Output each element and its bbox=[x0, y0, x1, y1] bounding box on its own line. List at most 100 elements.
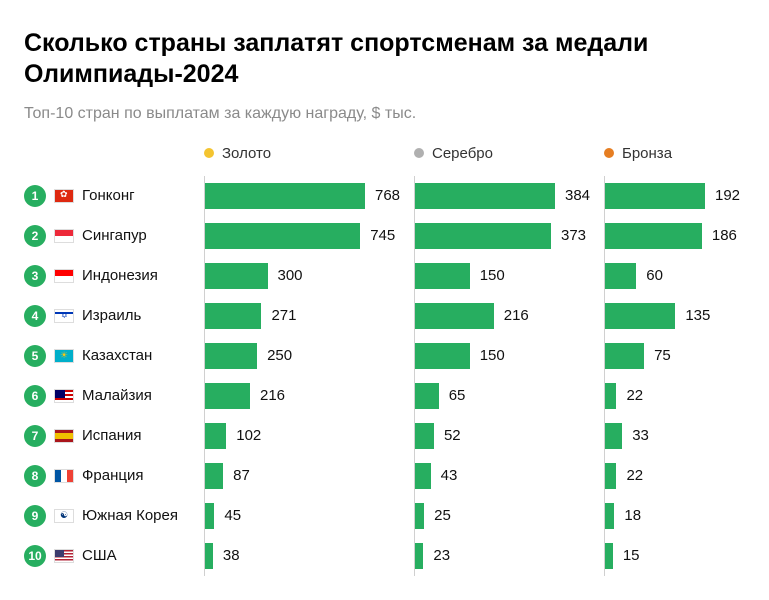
flag-icon bbox=[54, 509, 74, 523]
gold-bar bbox=[205, 183, 365, 209]
gold-bar-cell: 38 bbox=[204, 536, 404, 576]
flag-icon bbox=[54, 429, 74, 443]
bronze-value: 22 bbox=[626, 387, 643, 404]
gold-dot-icon bbox=[204, 148, 214, 158]
silver-bar-cell: 23 bbox=[414, 536, 594, 576]
gold-value: 768 bbox=[375, 187, 400, 204]
country-cell: 3Индонезия bbox=[24, 265, 194, 287]
legend-silver: Серебро bbox=[414, 145, 594, 162]
country-name: Гонконг bbox=[82, 187, 135, 204]
bronze-bar-cell: 33 bbox=[604, 416, 744, 456]
rank-badge: 5 bbox=[24, 345, 46, 367]
country-name: США bbox=[82, 547, 117, 564]
gold-bar-cell: 102 bbox=[204, 416, 404, 456]
bronze-bar-cell: 192 bbox=[604, 176, 744, 216]
flag-icon bbox=[54, 269, 74, 283]
silver-value: 52 bbox=[444, 427, 461, 444]
rank-badge: 2 bbox=[24, 225, 46, 247]
legend: Золото Серебро Бронза bbox=[24, 145, 745, 162]
flag-icon bbox=[54, 189, 74, 203]
legend-bronze: Бронза bbox=[604, 145, 744, 162]
bronze-bar-cell: 135 bbox=[604, 296, 744, 336]
gold-bar-cell: 87 bbox=[204, 456, 404, 496]
silver-bar-cell: 43 bbox=[414, 456, 594, 496]
country-cell: 5Казахстан bbox=[24, 345, 194, 367]
silver-bar-cell: 216 bbox=[414, 296, 594, 336]
silver-value: 25 bbox=[434, 507, 451, 524]
silver-bar bbox=[415, 223, 551, 249]
bronze-bar bbox=[605, 343, 644, 369]
gold-bar-cell: 768 bbox=[204, 176, 404, 216]
gold-value: 87 bbox=[233, 467, 250, 484]
country-cell: 1Гонконг bbox=[24, 185, 194, 207]
country-cell: 8Франция bbox=[24, 465, 194, 487]
legend-bronze-label: Бронза bbox=[622, 145, 672, 162]
silver-value: 373 bbox=[561, 227, 586, 244]
silver-bar-cell: 52 bbox=[414, 416, 594, 456]
gold-bar bbox=[205, 223, 360, 249]
bronze-bar-cell: 15 bbox=[604, 536, 744, 576]
bronze-bar-cell: 22 bbox=[604, 456, 744, 496]
bronze-bar-cell: 22 bbox=[604, 376, 744, 416]
rank-badge: 9 bbox=[24, 505, 46, 527]
bronze-value: 33 bbox=[632, 427, 649, 444]
gold-bar-cell: 745 bbox=[204, 216, 404, 256]
country-cell: 7Испания bbox=[24, 425, 194, 447]
flag-icon bbox=[54, 469, 74, 483]
bronze-value: 75 bbox=[654, 347, 671, 364]
silver-value: 384 bbox=[565, 187, 590, 204]
bronze-bar bbox=[605, 183, 705, 209]
gold-value: 300 bbox=[278, 267, 303, 284]
country-name: Франция bbox=[82, 467, 143, 484]
country-name: Малайзия bbox=[82, 387, 152, 404]
bronze-bar bbox=[605, 383, 616, 409]
gold-bar bbox=[205, 503, 214, 529]
bronze-value: 15 bbox=[623, 547, 640, 564]
rank-badge: 3 bbox=[24, 265, 46, 287]
silver-bar-cell: 373 bbox=[414, 216, 594, 256]
country-cell: 4Израиль bbox=[24, 305, 194, 327]
gold-value: 102 bbox=[236, 427, 261, 444]
country-name: Израиль bbox=[82, 307, 141, 324]
table-row: 6Малайзия2166522 bbox=[24, 376, 745, 416]
silver-bar bbox=[415, 183, 555, 209]
gold-value: 745 bbox=[370, 227, 395, 244]
flag-icon bbox=[54, 389, 74, 403]
bronze-value: 135 bbox=[685, 307, 710, 324]
silver-bar bbox=[415, 543, 423, 569]
flag-icon bbox=[54, 549, 74, 563]
silver-bar-cell: 150 bbox=[414, 256, 594, 296]
gold-bar-cell: 250 bbox=[204, 336, 404, 376]
flag-icon bbox=[54, 229, 74, 243]
bronze-bar bbox=[605, 463, 616, 489]
gold-value: 250 bbox=[267, 347, 292, 364]
bronze-dot-icon bbox=[604, 148, 614, 158]
country-name: Южная Корея bbox=[82, 507, 178, 524]
gold-bar bbox=[205, 543, 213, 569]
bronze-bar-cell: 186 bbox=[604, 216, 744, 256]
silver-bar bbox=[415, 423, 434, 449]
gold-bar bbox=[205, 423, 226, 449]
gold-value: 45 bbox=[224, 507, 241, 524]
bronze-bar-cell: 60 bbox=[604, 256, 744, 296]
bronze-value: 186 bbox=[712, 227, 737, 244]
table-row: 8Франция 87 4322 bbox=[24, 456, 745, 496]
table-row: 1Гонконг 768 384 192 bbox=[24, 176, 745, 216]
gold-bar bbox=[205, 463, 223, 489]
table-row: 9Южная Корея452518 bbox=[24, 496, 745, 536]
silver-bar-cell: 25 bbox=[414, 496, 594, 536]
country-name: Сингапур bbox=[82, 227, 147, 244]
gold-bar-cell: 45 bbox=[204, 496, 404, 536]
country-cell: 10США bbox=[24, 545, 194, 567]
table-row: 10США 3823 15 bbox=[24, 536, 745, 576]
table-row: 5Казахстан25015075 bbox=[24, 336, 745, 376]
silver-bar-cell: 384 bbox=[414, 176, 594, 216]
silver-bar-cell: 65 bbox=[414, 376, 594, 416]
table-row: 2 Сингапур 745 373 186 bbox=[24, 216, 745, 256]
gold-value: 271 bbox=[271, 307, 296, 324]
legend-gold: Золото bbox=[204, 145, 404, 162]
bronze-bar bbox=[605, 263, 636, 289]
chart-body: 1Гонконг 768 384 192 2 Сингапур 745 373 186 3Индо… bbox=[24, 176, 745, 576]
table-row: 4Израиль 271 216 135 bbox=[24, 296, 745, 336]
silver-value: 216 bbox=[504, 307, 529, 324]
